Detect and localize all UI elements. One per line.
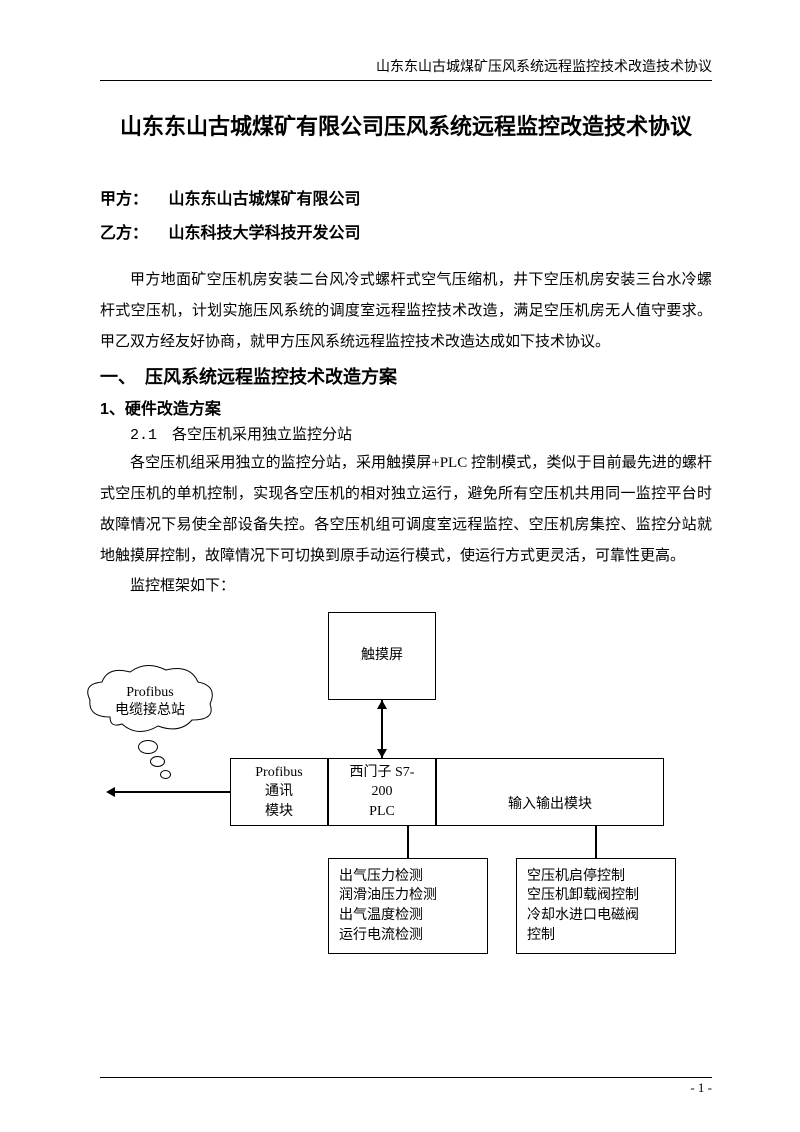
det-l3: 出气温度检测 <box>339 906 423 926</box>
connector-comm-left <box>115 791 230 793</box>
det-l2: 润滑油压力检测 <box>339 886 437 906</box>
box-control: 空压机启停控制 空压机卸载阀控制 冷却水进口电磁阀 控制 <box>516 858 676 954</box>
box-detection: 出气压力检测 润滑油压力检测 出气温度检测 运行电流检测 <box>328 858 488 954</box>
cloud-profibus-master: Profibus 电缆接总站 <box>80 662 220 742</box>
page-header: 山东东山古城煤矿压风系统远程监控技术改造技术协议 <box>100 56 712 81</box>
party-b-line: 乙方： 山东科技大学科技开发公司 <box>100 219 712 243</box>
box-siemens-plc: 西门子 S7- 200 PLC <box>328 758 436 826</box>
arrow-left-icon <box>106 787 115 797</box>
box-profibus-comm: Profibus 通讯 模块 <box>230 758 328 826</box>
comm-l2: 通讯 <box>265 782 293 802</box>
party-a-name: 山东东山古城煤矿有限公司 <box>168 191 360 208</box>
det-l4: 运行电流检测 <box>339 926 423 946</box>
ctrl-l4: 控制 <box>527 926 555 946</box>
plc-l3: PLC <box>369 802 395 822</box>
ctrl-l1: 空压机启停控制 <box>527 867 625 887</box>
connector-io-detection <box>407 826 409 858</box>
det-l1: 出气压力检测 <box>339 867 423 887</box>
party-b-label: 乙方： <box>100 219 164 243</box>
plc-l2: 200 <box>372 782 393 802</box>
party-a-label: 甲方： <box>100 185 164 209</box>
ctrl-l2: 空压机卸载阀控制 <box>527 886 639 906</box>
monitoring-framework-diagram: Profibus 电缆接总站 触摸屏 Profibus 通讯 模块 西门子 S7… <box>100 606 712 966</box>
document-title: 山东东山古城煤矿有限公司压风系统远程监控改造技术协议 <box>100 109 712 141</box>
cloud-bubble-2-icon <box>150 756 165 767</box>
subhead-hardware: 1、硬件改造方案 <box>100 395 712 419</box>
paragraph-3: 监控框架如下： <box>100 571 712 602</box>
arrow-down-icon <box>377 749 387 758</box>
box-io-module: 输入输出模块 <box>436 758 664 826</box>
ctrl-l3: 冷却水进口电磁阀 <box>527 906 639 926</box>
page-footer: - 1 - <box>100 1077 712 1096</box>
party-b-name: 山东科技大学科技开发公司 <box>168 225 360 242</box>
cloud-bubble-3-icon <box>160 770 171 779</box>
touchscreen-label: 触摸屏 <box>361 646 403 666</box>
intro-paragraph: 甲方地面矿空压机房安装二台风冷式螺杆式空气压缩机，井下空压机房安装三台水冷螺杆式… <box>100 265 712 357</box>
cloud-line2: 电缆接总站 <box>80 702 220 720</box>
cloud-line1: Profibus <box>80 684 220 702</box>
section-1-heading: 一、 压风系统远程监控技术改造方案 <box>100 363 712 389</box>
box-touchscreen: 触摸屏 <box>328 612 436 700</box>
comm-l1: Profibus <box>255 763 302 783</box>
paragraph-2: 各空压机组采用独立的监控分站，采用触摸屏+PLC 控制模式，类似于目前最先进的螺… <box>100 448 712 571</box>
arrow-up-icon <box>377 700 387 709</box>
party-a-line: 甲方： 山东东山古城煤矿有限公司 <box>100 185 712 209</box>
connector-io-control <box>595 826 597 858</box>
comm-l3: 模块 <box>265 802 293 822</box>
plc-l1: 西门子 S7- <box>350 763 415 783</box>
document-page: 山东东山古城煤矿压风系统远程监控技术改造技术协议 山东东山古城煤矿有限公司压风系… <box>0 0 800 1132</box>
cloud-bubble-1-icon <box>138 740 158 754</box>
io-label: 输入输出模块 <box>508 795 592 815</box>
num-2-1: 2.1 各空压机采用独立监控分站 <box>100 423 712 444</box>
